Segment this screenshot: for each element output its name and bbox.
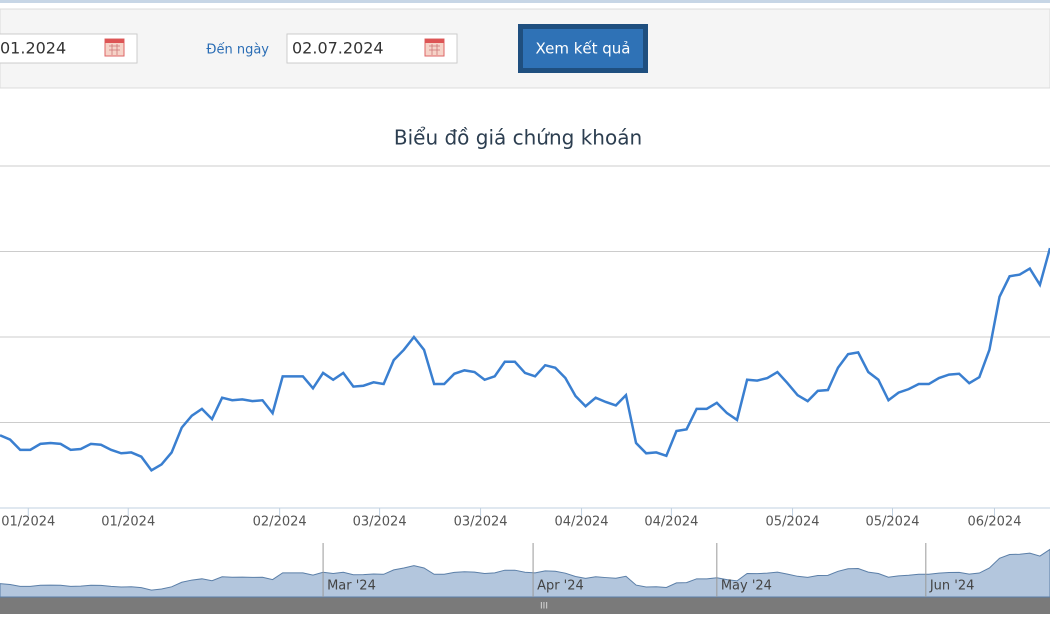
x-tick-label: 04/2024 <box>555 515 609 530</box>
x-tick-label: 05/2024 <box>766 515 820 530</box>
x-tick-label: 03/2024 <box>353 515 407 530</box>
to-date: 02.07.2024 <box>292 39 384 58</box>
calendar-icon[interactable] <box>104 38 125 57</box>
scroll-handle[interactable]: III <box>540 602 548 612</box>
x-tick-label: 05/2024 <box>865 515 919 530</box>
x-tick-label: 01/2024 <box>101 515 155 530</box>
navigator-label: Apr '24 <box>537 579 584 594</box>
price-line <box>0 247 1050 473</box>
x-tick-label: 02/2024 <box>253 515 307 530</box>
scrollbar[interactable] <box>0 597 1050 614</box>
submit-label[interactable]: Xem kết quả <box>536 40 631 58</box>
x-tick-label: 04/2024 <box>644 515 698 530</box>
x-tick-label: 03/2024 <box>454 515 508 530</box>
top-border <box>0 0 1050 3</box>
submit-face <box>523 29 643 68</box>
navigator-label: Jun '24 <box>929 579 975 594</box>
from-date: 01.2024 <box>0 39 66 58</box>
calendar-icon[interactable] <box>424 38 445 57</box>
x-tick-label: 01/2024 <box>1 515 55 530</box>
x-tick-label: 06/2024 <box>967 515 1021 530</box>
navigator-label: May '24 <box>721 579 772 594</box>
navigator-area <box>0 548 1050 598</box>
to-label: Đến ngày <box>206 43 269 58</box>
navigator-label: Mar '24 <box>327 579 376 594</box>
chart-title: Biểu đồ giá chứng khoán <box>394 126 642 150</box>
